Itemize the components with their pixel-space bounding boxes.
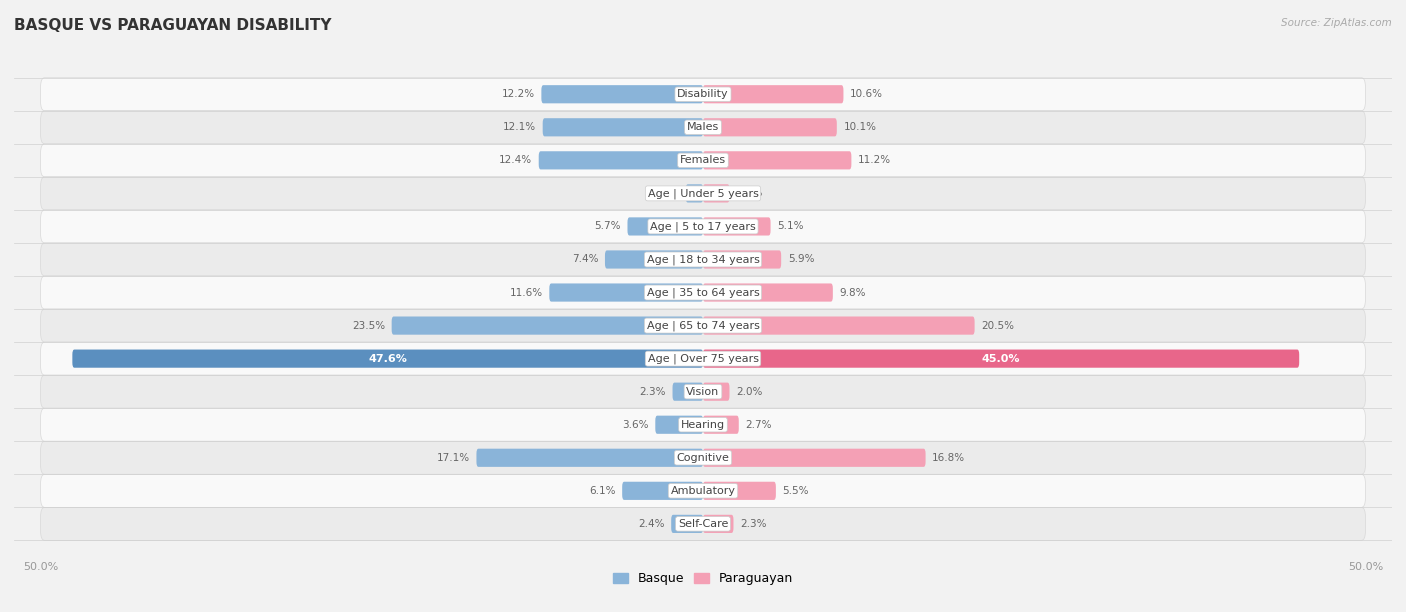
Text: Females: Females <box>681 155 725 165</box>
Text: 6.1%: 6.1% <box>589 486 616 496</box>
FancyBboxPatch shape <box>703 85 844 103</box>
Text: 11.2%: 11.2% <box>858 155 891 165</box>
FancyBboxPatch shape <box>41 78 1365 111</box>
FancyBboxPatch shape <box>703 283 832 302</box>
Text: 2.0%: 2.0% <box>737 387 762 397</box>
FancyBboxPatch shape <box>703 184 730 203</box>
Text: 1.3%: 1.3% <box>652 188 679 198</box>
Text: Age | 5 to 17 years: Age | 5 to 17 years <box>650 221 756 232</box>
FancyBboxPatch shape <box>605 250 703 269</box>
Text: 2.4%: 2.4% <box>638 519 665 529</box>
FancyBboxPatch shape <box>703 151 852 170</box>
FancyBboxPatch shape <box>538 151 703 170</box>
Text: 5.1%: 5.1% <box>778 222 804 231</box>
Text: 2.3%: 2.3% <box>640 387 666 397</box>
FancyBboxPatch shape <box>41 441 1365 474</box>
Text: 9.8%: 9.8% <box>839 288 866 297</box>
Text: 10.1%: 10.1% <box>844 122 876 132</box>
FancyBboxPatch shape <box>72 349 703 368</box>
Text: 10.6%: 10.6% <box>851 89 883 99</box>
Text: 17.1%: 17.1% <box>437 453 470 463</box>
FancyBboxPatch shape <box>41 408 1365 441</box>
Text: 5.7%: 5.7% <box>595 222 621 231</box>
Text: 2.0%: 2.0% <box>737 188 762 198</box>
FancyBboxPatch shape <box>41 111 1365 144</box>
Text: 23.5%: 23.5% <box>352 321 385 330</box>
Text: Hearing: Hearing <box>681 420 725 430</box>
FancyBboxPatch shape <box>703 449 925 467</box>
FancyBboxPatch shape <box>703 515 734 533</box>
Text: 5.5%: 5.5% <box>783 486 808 496</box>
FancyBboxPatch shape <box>41 276 1365 309</box>
FancyBboxPatch shape <box>41 144 1365 177</box>
Text: 5.9%: 5.9% <box>787 255 814 264</box>
FancyBboxPatch shape <box>627 217 703 236</box>
Text: 11.6%: 11.6% <box>509 288 543 297</box>
FancyBboxPatch shape <box>703 482 776 500</box>
FancyBboxPatch shape <box>41 375 1365 408</box>
Text: Age | 18 to 34 years: Age | 18 to 34 years <box>647 254 759 265</box>
Text: BASQUE VS PARAGUAYAN DISABILITY: BASQUE VS PARAGUAYAN DISABILITY <box>14 18 332 34</box>
Text: Vision: Vision <box>686 387 720 397</box>
FancyBboxPatch shape <box>703 349 1299 368</box>
Text: 12.2%: 12.2% <box>502 89 534 99</box>
FancyBboxPatch shape <box>703 382 730 401</box>
Text: 3.6%: 3.6% <box>623 420 648 430</box>
Text: 12.4%: 12.4% <box>499 155 531 165</box>
Text: 2.3%: 2.3% <box>740 519 766 529</box>
FancyBboxPatch shape <box>686 184 703 203</box>
Text: Age | Over 75 years: Age | Over 75 years <box>648 353 758 364</box>
FancyBboxPatch shape <box>703 217 770 236</box>
Text: Ambulatory: Ambulatory <box>671 486 735 496</box>
Text: Age | Under 5 years: Age | Under 5 years <box>648 188 758 199</box>
FancyBboxPatch shape <box>41 177 1365 210</box>
Text: 7.4%: 7.4% <box>572 255 599 264</box>
FancyBboxPatch shape <box>41 342 1365 375</box>
FancyBboxPatch shape <box>541 85 703 103</box>
FancyBboxPatch shape <box>392 316 703 335</box>
Text: Disability: Disability <box>678 89 728 99</box>
FancyBboxPatch shape <box>703 316 974 335</box>
FancyBboxPatch shape <box>672 382 703 401</box>
Text: Source: ZipAtlas.com: Source: ZipAtlas.com <box>1281 18 1392 28</box>
Text: 20.5%: 20.5% <box>981 321 1014 330</box>
Text: Age | 35 to 64 years: Age | 35 to 64 years <box>647 287 759 298</box>
Text: 16.8%: 16.8% <box>932 453 966 463</box>
FancyBboxPatch shape <box>703 250 782 269</box>
Legend: Basque, Paraguayan: Basque, Paraguayan <box>607 567 799 591</box>
Text: Age | 65 to 74 years: Age | 65 to 74 years <box>647 320 759 331</box>
FancyBboxPatch shape <box>655 416 703 434</box>
Text: Males: Males <box>688 122 718 132</box>
FancyBboxPatch shape <box>703 416 738 434</box>
Text: 45.0%: 45.0% <box>981 354 1021 364</box>
FancyBboxPatch shape <box>623 482 703 500</box>
FancyBboxPatch shape <box>703 118 837 136</box>
FancyBboxPatch shape <box>41 210 1365 243</box>
Text: Self-Care: Self-Care <box>678 519 728 529</box>
Text: 47.6%: 47.6% <box>368 354 408 364</box>
FancyBboxPatch shape <box>41 474 1365 507</box>
FancyBboxPatch shape <box>41 243 1365 276</box>
Text: 12.1%: 12.1% <box>503 122 536 132</box>
FancyBboxPatch shape <box>543 118 703 136</box>
Text: 2.7%: 2.7% <box>745 420 772 430</box>
FancyBboxPatch shape <box>477 449 703 467</box>
FancyBboxPatch shape <box>41 309 1365 342</box>
FancyBboxPatch shape <box>550 283 703 302</box>
Text: Cognitive: Cognitive <box>676 453 730 463</box>
FancyBboxPatch shape <box>671 515 703 533</box>
FancyBboxPatch shape <box>41 507 1365 540</box>
